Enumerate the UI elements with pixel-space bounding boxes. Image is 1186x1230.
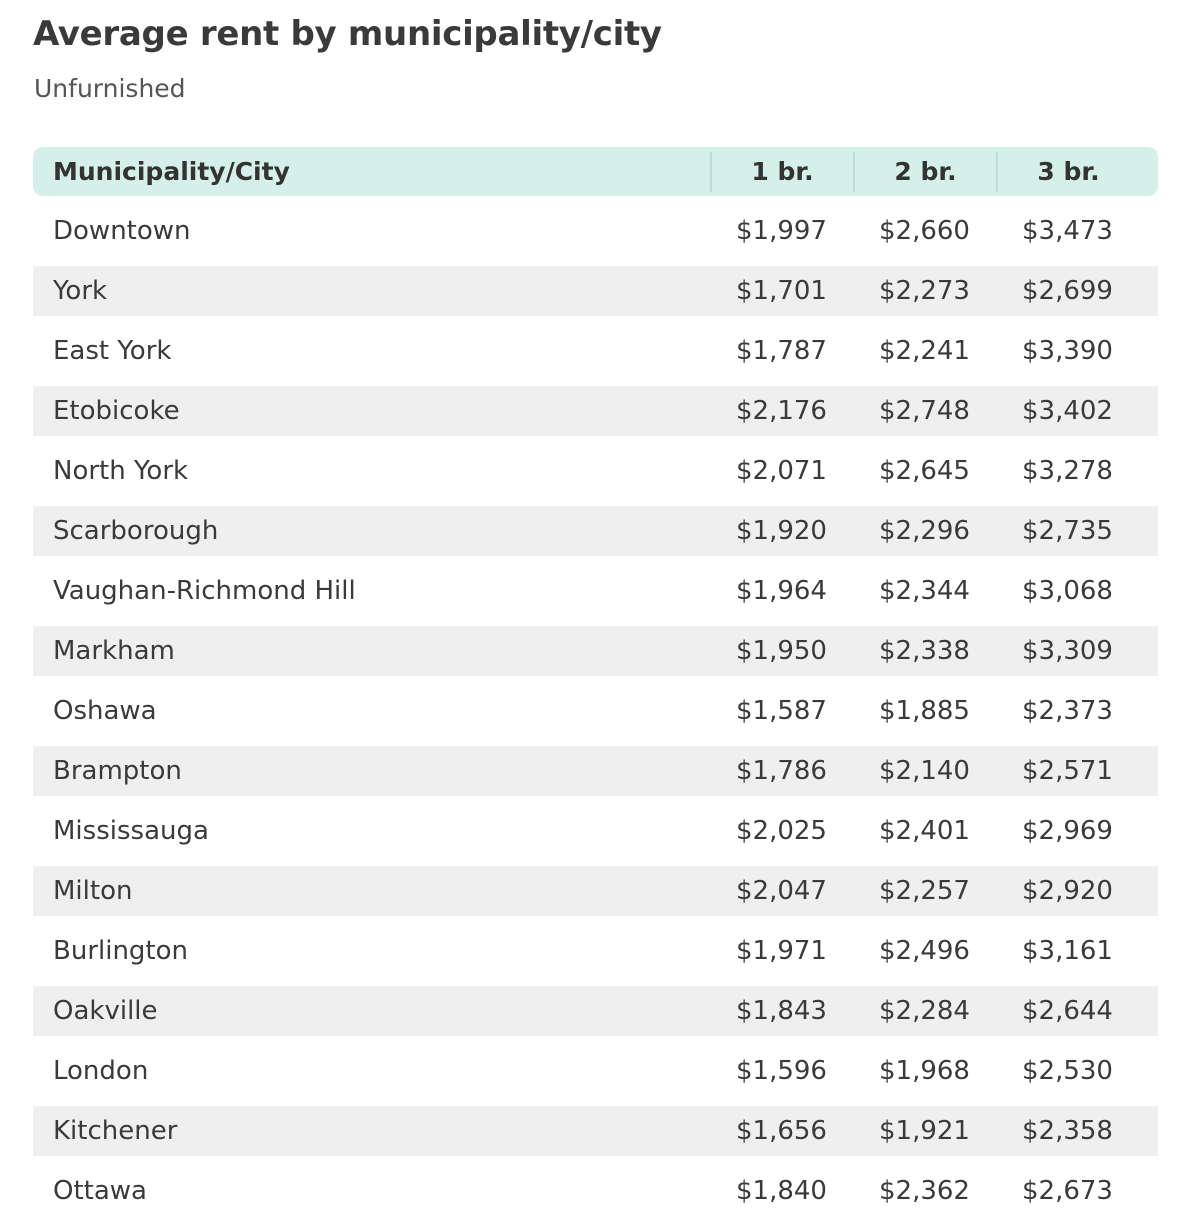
column-header: Municipality/City — [53, 157, 290, 186]
city-cell: North York — [53, 456, 189, 486]
rent-cell: $2,644 — [1022, 996, 1113, 1026]
city-cell: London — [53, 1056, 149, 1086]
rent-cell: $2,645 — [879, 456, 970, 486]
rent-cell: $2,362 — [879, 1176, 970, 1206]
rent-cell: $1,950 — [736, 636, 827, 666]
city-cell: Markham — [53, 636, 175, 666]
rent-cell: $2,530 — [1022, 1056, 1113, 1086]
rent-cell: $3,309 — [1022, 636, 1113, 666]
table-row: Ottawa $1,840 $2,362 $2,673 — [33, 1166, 1158, 1216]
rent-cell: $1,971 — [736, 936, 827, 966]
rent-cell: $2,920 — [1022, 876, 1113, 906]
rent-cell: $1,656 — [736, 1116, 827, 1146]
rent-cell: $2,176 — [736, 396, 827, 426]
rent-cell: $3,402 — [1022, 396, 1113, 426]
city-cell: Ottawa — [53, 1176, 147, 1206]
rent-cell: $2,273 — [879, 276, 970, 306]
rent-cell: $1,920 — [736, 516, 827, 546]
title: Average rent by municipality/city — [33, 14, 662, 54]
table-row: North York $2,071 $2,645 $3,278 — [33, 446, 1158, 496]
city-cell: Mississauga — [53, 816, 209, 846]
table-row: Downtown $1,997 $2,660 $3,473 — [33, 206, 1158, 256]
city-cell: Downtown — [53, 216, 191, 246]
rent-cell: $1,843 — [736, 996, 827, 1026]
rent-cell: $2,338 — [879, 636, 970, 666]
city-cell: Brampton — [53, 756, 182, 786]
rent-cell: $2,401 — [879, 816, 970, 846]
rent-cell: $1,964 — [736, 576, 827, 606]
rent-cell: $2,373 — [1022, 696, 1113, 726]
rent-cell: $2,284 — [879, 996, 970, 1026]
city-cell: York — [53, 276, 108, 306]
city-cell: Oakville — [53, 996, 158, 1026]
city-cell: Burlington — [53, 936, 189, 966]
city-cell: Oshawa — [53, 696, 157, 726]
table-row: York $1,701 $2,273 $2,699 — [33, 266, 1158, 316]
rent-cell: $2,025 — [736, 816, 827, 846]
rent-cell: $3,390 — [1022, 336, 1113, 366]
city-cell: Milton — [53, 876, 133, 906]
rent-cell: $2,071 — [736, 456, 827, 486]
rent-cell: $2,047 — [736, 876, 827, 906]
table-row: Etobicoke $2,176 $2,748 $3,402 — [33, 386, 1158, 436]
table-row: Oshawa $1,587 $1,885 $2,373 — [33, 686, 1158, 736]
rent-cell: $2,496 — [879, 936, 970, 966]
table-row: London $1,596 $1,968 $2,530 — [33, 1046, 1158, 1096]
rent-cell: $2,673 — [1022, 1176, 1113, 1206]
rent-cell: $1,587 — [736, 696, 827, 726]
rent-cell: $1,968 — [879, 1056, 970, 1086]
table-row: East York $1,787 $2,241 $3,390 — [33, 326, 1158, 376]
rent-cell: $2,571 — [1022, 756, 1113, 786]
table-row: Mississauga $2,025 $2,401 $2,969 — [33, 806, 1158, 856]
table-row: Milton $2,047 $2,257 $2,920 — [33, 866, 1158, 916]
table-row: Kitchener $1,656 $1,921 $2,358 — [33, 1106, 1158, 1156]
rent-cell: $2,241 — [879, 336, 970, 366]
rent-cell: $2,140 — [879, 756, 970, 786]
table-row: Oakville $1,843 $2,284 $2,644 — [33, 986, 1158, 1036]
table-row: Burlington $1,971 $2,496 $3,161 — [33, 926, 1158, 976]
rent-cell: $3,473 — [1022, 216, 1113, 246]
rent-cell: $2,358 — [1022, 1116, 1113, 1146]
header-row: Municipality/City 1 br. 2 br. 3 br. — [33, 147, 1158, 196]
rent-cell: $2,969 — [1022, 816, 1113, 846]
city-cell: Vaughan-Richmond Hill — [53, 576, 356, 606]
rent-cell: $2,257 — [879, 876, 970, 906]
rent-cell: $1,787 — [736, 336, 827, 366]
rent-cell: $2,748 — [879, 396, 970, 426]
rent-cell: $3,161 — [1022, 936, 1113, 966]
city-cell: Etobicoke — [53, 396, 180, 426]
column-header: 2 br. — [853, 151, 996, 192]
rent-cell: $2,344 — [879, 576, 970, 606]
rent-cell: $3,068 — [1022, 576, 1113, 606]
table-row: Brampton $1,786 $2,140 $2,571 — [33, 746, 1158, 796]
column-header: 1 br. — [710, 151, 853, 192]
subtitle: Unfurnished — [34, 74, 186, 103]
rent-cell: $2,296 — [879, 516, 970, 546]
rent-cell: $1,997 — [736, 216, 827, 246]
rent-cell: $3,278 — [1022, 456, 1113, 486]
column-header: 3 br. — [996, 151, 1139, 192]
table-row: Scarborough $1,920 $2,296 $2,735 — [33, 506, 1158, 556]
rent-cell: $1,921 — [879, 1116, 970, 1146]
rent-table: Municipality/City 1 br. 2 br. 3 br. Downtown… — [33, 147, 1158, 1216]
city-cell: Scarborough — [53, 516, 219, 546]
rent-cell: $1,840 — [736, 1176, 827, 1206]
table-row: Vaughan-Richmond Hill $1,964 $2,344 $3,068 — [33, 566, 1158, 616]
rent-cell: $2,735 — [1022, 516, 1113, 546]
rent-cell: $1,885 — [879, 696, 970, 726]
rent-cell: $1,786 — [736, 756, 827, 786]
table-row: Markham $1,950 $2,338 $3,309 — [33, 626, 1158, 676]
city-cell: East York — [53, 336, 172, 366]
rent-cell: $2,660 — [879, 216, 970, 246]
rent-cell: $1,701 — [736, 276, 827, 306]
rent-cell: $2,699 — [1022, 276, 1113, 306]
rent-cell: $1,596 — [736, 1056, 827, 1086]
city-cell: Kitchener — [53, 1116, 178, 1146]
